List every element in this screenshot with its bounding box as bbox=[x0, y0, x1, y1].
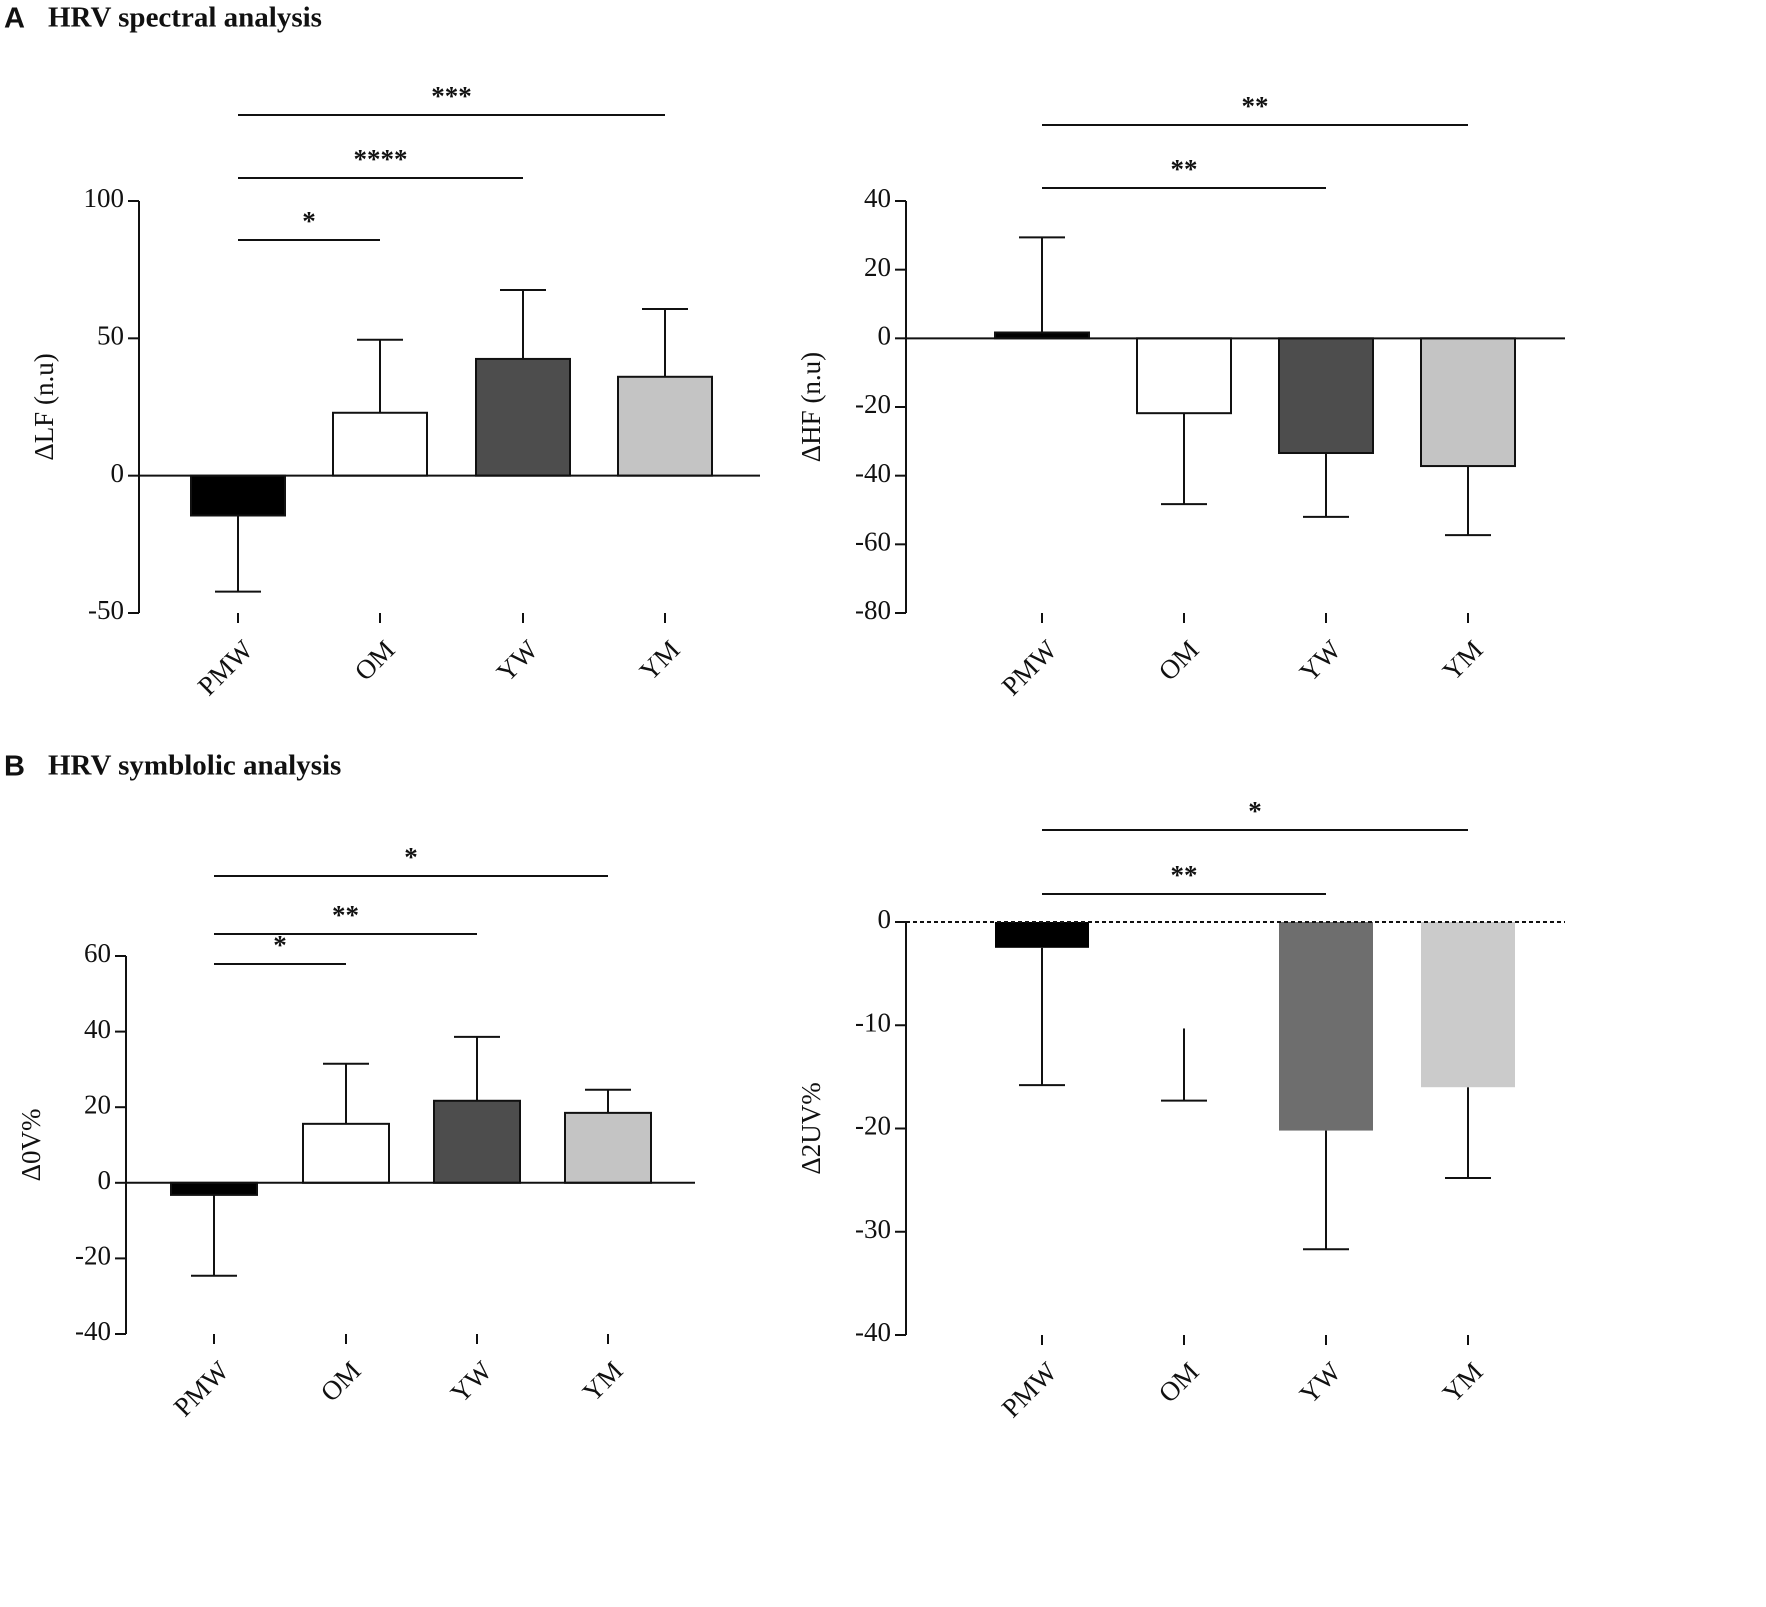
y-tick-label: 20 bbox=[84, 1089, 111, 1119]
section-letter: A bbox=[4, 3, 25, 35]
bar bbox=[332, 411, 428, 477]
significance-label: ** bbox=[1242, 91, 1269, 121]
x-tick-label: OM bbox=[1153, 1356, 1205, 1408]
significance-label: ** bbox=[1171, 154, 1198, 184]
x-tick-label: YW bbox=[1294, 1356, 1347, 1409]
bar bbox=[475, 357, 571, 477]
section-letter: B bbox=[4, 751, 25, 783]
y-tick-label: 0 bbox=[98, 1165, 112, 1195]
y-tick-label: 0 bbox=[878, 904, 892, 934]
x-tick-label: PMW bbox=[996, 1356, 1063, 1423]
y-tick-label: 0 bbox=[878, 321, 892, 351]
y-axis-label: ΔLF (n.u) bbox=[29, 353, 59, 460]
x-tick-label: PMW bbox=[168, 1355, 235, 1422]
section-title: HRV symblolic analysis bbox=[48, 750, 341, 782]
bar bbox=[617, 375, 713, 477]
y-tick-label: 100 bbox=[84, 183, 125, 213]
bar bbox=[1420, 337, 1516, 468]
significance-label: ** bbox=[332, 900, 359, 930]
y-tick-label: -80 bbox=[855, 595, 891, 625]
x-tick-label: YM bbox=[1437, 634, 1489, 686]
y-tick-label: -20 bbox=[855, 389, 891, 419]
bar bbox=[1136, 337, 1232, 415]
significance-label: *** bbox=[431, 81, 472, 111]
y-axis-label: Δ2UV% bbox=[796, 1082, 826, 1174]
y-axis-label: ΔHF (n.u) bbox=[796, 352, 826, 462]
significance-label: ** bbox=[1171, 860, 1198, 890]
x-tick-label: YM bbox=[634, 634, 686, 686]
bar bbox=[1279, 922, 1373, 1131]
y-tick-label: -60 bbox=[855, 527, 891, 557]
bar bbox=[1278, 337, 1374, 455]
y-tick-label: 40 bbox=[864, 183, 891, 213]
bar bbox=[1137, 922, 1231, 1029]
y-tick-label: -40 bbox=[75, 1316, 111, 1346]
y-tick-label: -50 bbox=[88, 595, 124, 625]
y-tick-label: 0 bbox=[111, 458, 125, 488]
significance-label: * bbox=[302, 206, 316, 236]
bar bbox=[564, 1111, 652, 1184]
section-title: HRV spectral analysis bbox=[48, 2, 322, 34]
y-tick-label: -30 bbox=[855, 1214, 891, 1244]
bar bbox=[190, 474, 286, 517]
y-tick-label: 60 bbox=[84, 938, 111, 968]
x-tick-label: OM bbox=[1153, 634, 1205, 686]
y-tick-label: -20 bbox=[855, 1111, 891, 1141]
x-tick-label: PMW bbox=[996, 634, 1063, 701]
x-tick-label: YM bbox=[577, 1355, 629, 1407]
significance-label: * bbox=[273, 930, 287, 960]
significance-label: * bbox=[404, 842, 418, 872]
x-tick-label: YW bbox=[445, 1355, 498, 1408]
bar bbox=[170, 1181, 258, 1196]
x-tick-label: YM bbox=[1437, 1356, 1489, 1408]
bar bbox=[302, 1122, 390, 1184]
y-tick-label: 20 bbox=[864, 252, 891, 282]
x-tick-label: PMW bbox=[192, 634, 259, 701]
y-tick-label: -40 bbox=[855, 1317, 891, 1347]
significance-label: **** bbox=[354, 144, 408, 174]
significance-label: * bbox=[1248, 796, 1262, 826]
y-tick-label: -20 bbox=[75, 1241, 111, 1271]
bar bbox=[433, 1099, 521, 1184]
y-axis-label: Δ0V% bbox=[16, 1109, 46, 1182]
y-tick-label: 40 bbox=[84, 1014, 111, 1044]
x-tick-label: OM bbox=[349, 634, 401, 686]
bar bbox=[1421, 922, 1515, 1088]
bar bbox=[995, 922, 1089, 948]
x-tick-label: OM bbox=[315, 1355, 367, 1407]
y-tick-label: 50 bbox=[97, 321, 124, 351]
y-tick-label: -40 bbox=[855, 458, 891, 488]
x-tick-label: YW bbox=[491, 634, 544, 687]
x-tick-label: YW bbox=[1294, 634, 1347, 687]
y-tick-label: -10 bbox=[855, 1007, 891, 1037]
